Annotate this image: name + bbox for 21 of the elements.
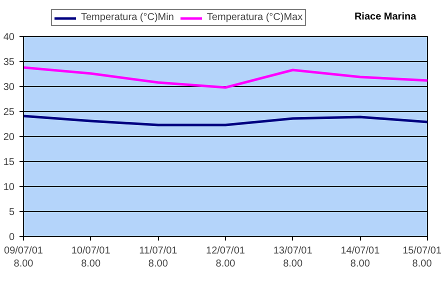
legend-label: Temperatura (°C)Min (81, 12, 174, 23)
x-tick-label: 12/07/01 8.00 (206, 246, 246, 270)
y-tick-label: 15 (3, 157, 15, 168)
y-tick-label: 35 (3, 57, 15, 68)
x-tick-label: 10/07/01 8.00 (71, 246, 111, 270)
y-tick-label: 5 (8, 207, 15, 218)
y-tick-label: 0 (8, 232, 15, 243)
y-tick-label: 10 (3, 182, 15, 193)
y-tick-label: 20 (3, 132, 15, 143)
x-tick-label: 11/07/01 8.00 (139, 246, 178, 270)
line-series (24, 66, 428, 89)
chart-title: Riace Marina (354, 12, 417, 22)
x-tick-label: 13/07/01 8.00 (273, 246, 313, 270)
y-tick-label: 25 (3, 107, 15, 118)
y-tick-label: 40 (3, 32, 15, 43)
x-tick-label: 09/07/01 8.00 (4, 246, 44, 270)
x-tick-label: 15/07/01 8.00 (402, 246, 442, 270)
legend-label: Temperatura (°C)Max (206, 12, 303, 23)
line-series (24, 114, 428, 126)
y-tick-label: 30 (3, 82, 15, 93)
x-tick-label: 14/07/01 8.00 (340, 246, 380, 270)
